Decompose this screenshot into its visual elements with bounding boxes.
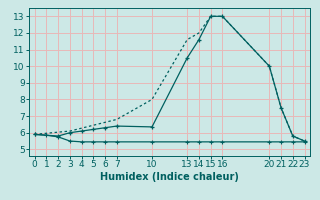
X-axis label: Humidex (Indice chaleur): Humidex (Indice chaleur) xyxy=(100,172,239,182)
